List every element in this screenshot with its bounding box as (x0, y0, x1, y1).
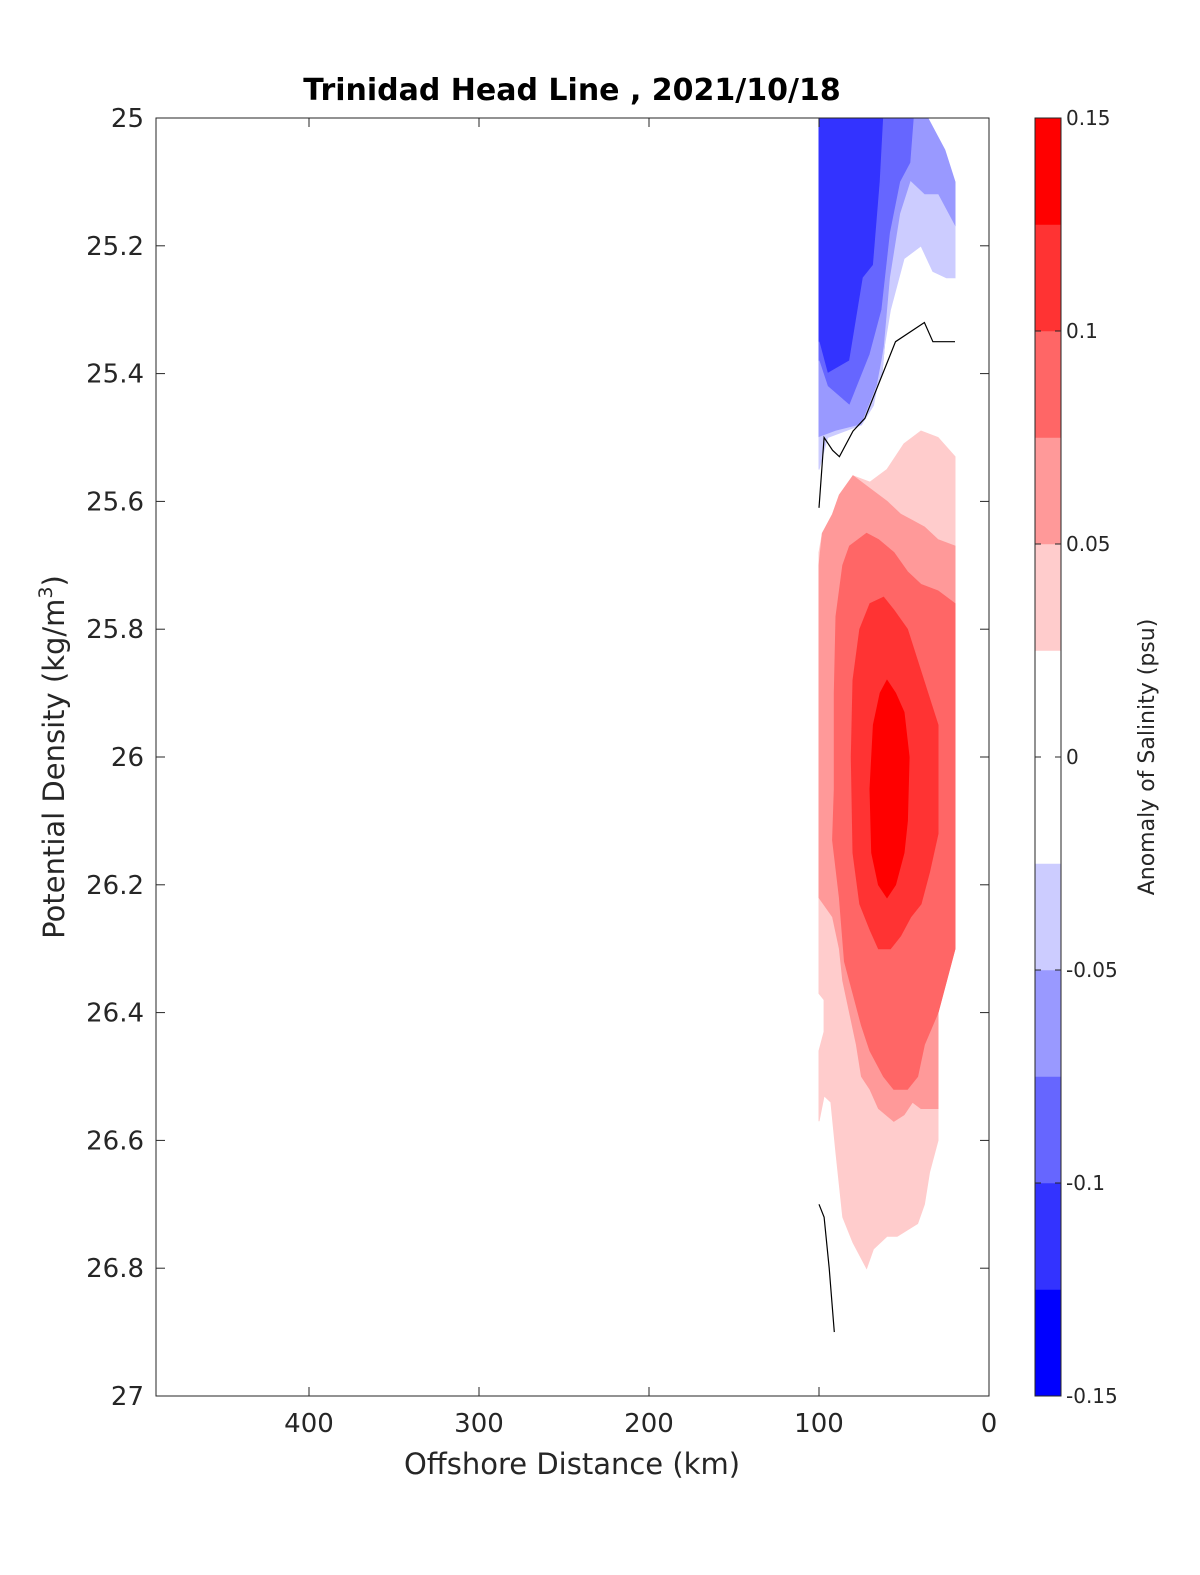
colorbar-band (1034, 1289, 1062, 1397)
colorbar-tick-label: 0.1 (1066, 319, 1098, 343)
chart-title: Trinidad Head Line , 2021/10/18 (303, 73, 840, 108)
zero-contour-line (818, 1204, 835, 1333)
zero-contour-line (818, 321, 955, 508)
y-tick-label: 26 (111, 743, 144, 773)
colorbar-tick-label: -0.1 (1066, 1171, 1105, 1195)
colorbar-label: Anomaly of Salinity (psu) (1135, 619, 1160, 896)
colorbar-band (1034, 1182, 1062, 1290)
y-axis-label: Potential Density (kg/m3) (35, 575, 71, 939)
colorbar-tick-label: 0.15 (1066, 106, 1111, 130)
x-tick-label: 200 (624, 1409, 674, 1439)
y-tick-label: 26.4 (86, 999, 144, 1029)
colorbar: 0.15 0.1 0.05 0 -0.05 -0.1 -0.15 (1034, 106, 1118, 1408)
y-tick-label: 25 (111, 104, 144, 134)
colorbar-tick-label: -0.15 (1066, 1384, 1118, 1408)
y-axis-label-close: ) (37, 575, 71, 586)
x-tick-label: 0 (981, 1409, 998, 1439)
y-axis-label-text: Potential Density (kg/m (37, 599, 71, 939)
colorbar-band (1034, 437, 1062, 545)
colorbar-tick-label: 0.05 (1066, 532, 1111, 556)
x-tick-label: 300 (454, 1409, 504, 1439)
x-tick-label: 100 (794, 1409, 844, 1439)
y-axis-label-superscript: 3 (35, 586, 57, 598)
colorbar-tick-label: -0.05 (1066, 958, 1118, 982)
colorbar-band (1034, 224, 1062, 332)
colorbar-band (1034, 543, 1062, 651)
colorbar-band (1034, 330, 1062, 438)
y-tick-label: 26.2 (86, 871, 144, 901)
y-tick-label: 25.4 (86, 360, 144, 390)
colorbar-tick-label: 0 (1066, 745, 1079, 769)
colorbar-band (1034, 863, 1062, 971)
y-tick-label: 25.2 (86, 232, 144, 262)
contour-region (869, 679, 910, 899)
colorbar-band (1034, 969, 1062, 1077)
y-tick-label: 25.8 (86, 615, 144, 645)
contour-fills (818, 117, 956, 1270)
x-axis: 400 300 200 100 0 (284, 118, 997, 1439)
colorbar-band (1034, 1076, 1062, 1184)
contour-region (818, 180, 956, 470)
y-tick-label: 27 (111, 1382, 144, 1412)
y-tick-label: 25.6 (86, 487, 144, 517)
x-axis-label: Offshore Distance (km) (404, 1447, 740, 1481)
colorbar-band (1034, 117, 1062, 225)
y-tick-label: 26.6 (86, 1126, 144, 1156)
contour-lines (818, 321, 955, 1333)
y-tick-label: 26.8 (86, 1254, 144, 1284)
y-axis: 25 25.2 25.4 25.6 25.8 26 26.2 26.4 26.6 26.8 27 (86, 104, 989, 1412)
x-tick-label: 400 (284, 1409, 334, 1439)
